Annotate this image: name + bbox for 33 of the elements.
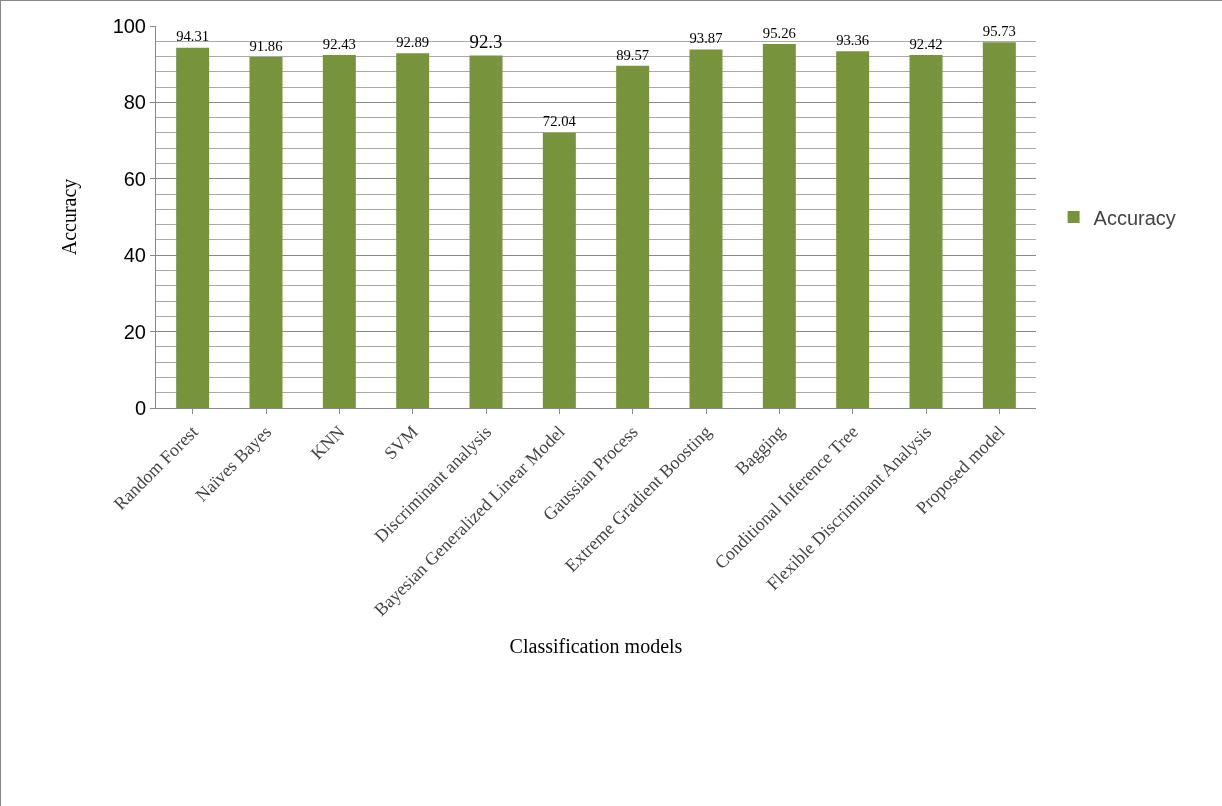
y-tick-label: 100 (112, 15, 146, 37)
data-label: 93.87 (689, 30, 723, 47)
bar (322, 54, 356, 408)
bar (249, 57, 283, 408)
data-label: 93.36 (836, 32, 870, 49)
bar (982, 42, 1016, 408)
bar (396, 53, 430, 408)
data-label: 92.3 (469, 31, 503, 53)
y-tick-label: 40 (123, 244, 146, 267)
y-tick-label: 60 (123, 167, 146, 190)
data-label: 94.31 (176, 28, 210, 45)
data-label: 95.26 (762, 24, 796, 41)
y-tick-label: 80 (123, 91, 146, 114)
bar (469, 55, 503, 408)
y-axis-title: Accuracy (58, 178, 82, 256)
x-axis-title: Classification models (509, 635, 683, 658)
legend-label: Accuracy (1093, 206, 1176, 229)
data-label: 89.57 (616, 46, 650, 63)
data-label: 92.42 (909, 35, 943, 52)
bar (542, 132, 576, 408)
bar (762, 44, 796, 408)
y-tick-label: 20 (123, 320, 146, 343)
bar (616, 65, 650, 408)
y-tick-label: 0 (134, 397, 146, 419)
data-label: 92.89 (396, 33, 430, 50)
data-label: 72.04 (542, 113, 577, 130)
bar (176, 47, 210, 408)
bar (689, 49, 723, 408)
bar (909, 54, 943, 408)
bar (836, 51, 870, 408)
data-label: 91.86 (249, 37, 283, 54)
data-label: 92.43 (322, 35, 356, 52)
data-label: 95.73 (982, 22, 1016, 39)
